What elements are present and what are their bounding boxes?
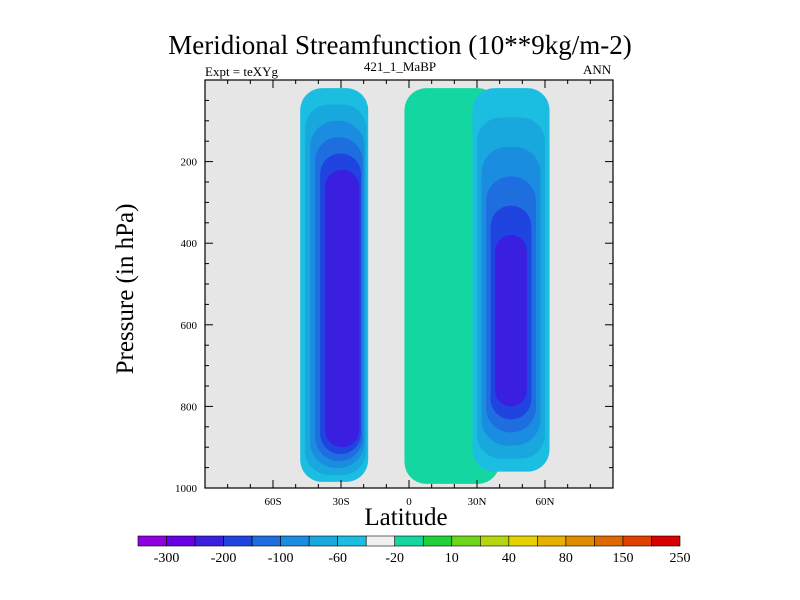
x-tick-label: 0 (406, 496, 412, 508)
ferrel-cell-north-band (495, 235, 527, 407)
colorbar-label: 250 (670, 551, 691, 566)
colorbar-swatch (251, 535, 281, 547)
colorbar-label: 80 (559, 551, 573, 566)
x-tick-label: 30N (468, 496, 487, 508)
ferrel-cell-south (300, 88, 369, 482)
colorbar-label: -100 (268, 551, 294, 566)
colorbar-swatch (194, 535, 224, 547)
axes: 60S 30S 0 30N 60N 200 400 600 800 1000 (175, 80, 613, 508)
y-tick-label: 200 (181, 157, 198, 169)
colorbar-swatch (451, 535, 481, 547)
x-tick-label: 60N (536, 496, 555, 508)
colorbar-label: 10 (445, 551, 459, 566)
x-tick-label: 60S (264, 496, 281, 508)
colorbar-swatch (622, 535, 652, 547)
colorbar-swatch (308, 535, 338, 547)
experiment-label: Expt = teXYg (205, 64, 279, 79)
colorbar-swatch (137, 535, 167, 547)
streamfunction-cells (300, 88, 550, 484)
y-tick-label: 600 (181, 320, 198, 332)
y-tick-label: 800 (181, 401, 198, 413)
colorbar-label: -20 (385, 551, 404, 566)
colorbar-swatch (365, 535, 396, 547)
colorbar-swatch (651, 535, 681, 547)
colorbar-label: -200 (211, 551, 237, 566)
ferrel-cell-south-band (325, 169, 360, 448)
colorbar-swatch (565, 535, 595, 547)
colorbar-label: -60 (328, 551, 347, 566)
colorbar: -300 -200 -100 -60 -20 10 40 80 150 250 (137, 535, 691, 566)
colorbar-swatch (508, 535, 538, 547)
run-label: 421_1_MaBP (363, 59, 437, 74)
x-axis-label: Latitude (364, 504, 448, 531)
colorbar-swatch (394, 535, 424, 547)
colorbar-swatch (422, 535, 453, 547)
colorbar-label: -300 (154, 551, 180, 566)
colorbar-swatch (337, 535, 367, 547)
chart-title: Meridional Streamfunction (10**9kg/m-2) (168, 30, 632, 60)
colorbar-swatch (480, 535, 510, 547)
y-tick-label: 1000 (175, 483, 198, 495)
colorbar-swatch (594, 535, 624, 547)
colorbar-swatch (166, 535, 196, 547)
colorbar-swatch (537, 535, 567, 547)
season-label: ANN (583, 62, 612, 77)
colorbar-swatch (280, 535, 310, 547)
colorbar-label: 40 (502, 551, 516, 566)
x-tick-label: 30S (332, 496, 349, 508)
ferrel-cell-north (472, 88, 550, 472)
colorbar-label: 150 (612, 551, 633, 566)
y-tick-label: 400 (181, 238, 198, 250)
colorbar-swatch (223, 535, 253, 547)
